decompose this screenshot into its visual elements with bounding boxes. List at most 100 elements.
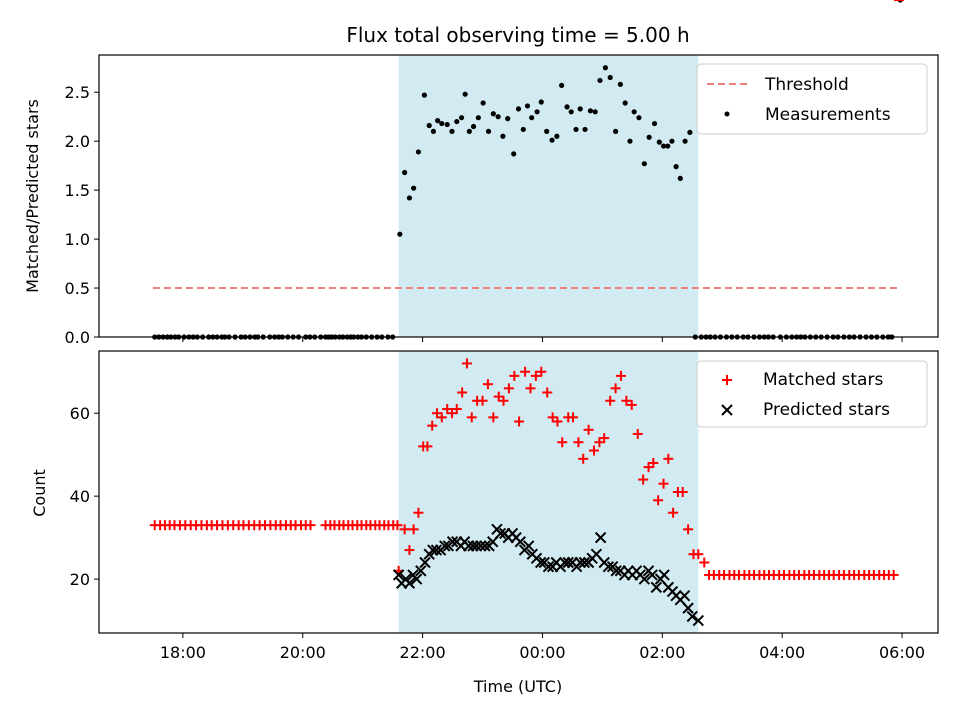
measurement-point <box>660 143 667 149</box>
matched-point <box>648 457 659 468</box>
measurement-point <box>475 115 481 121</box>
matched-point <box>503 383 514 394</box>
measurement-point <box>534 109 540 115</box>
ratio-panel-observing-window <box>398 55 699 337</box>
matched-point <box>399 524 410 535</box>
matched-point <box>677 487 688 497</box>
predicted-point <box>403 577 416 589</box>
matched-point <box>683 524 694 535</box>
y-tick-label: 40 <box>70 487 90 506</box>
chart-title: Flux total observing time = 5.00 h <box>346 23 689 47</box>
predicted-point <box>415 565 427 577</box>
predicted-point <box>494 527 507 540</box>
measurement-point <box>582 126 588 133</box>
measurement-point <box>559 82 565 88</box>
measurement-point <box>421 92 428 98</box>
predicted-point <box>475 540 487 552</box>
measurement-point <box>587 108 594 114</box>
matched-point <box>498 395 509 406</box>
y-tick-label: 0.0 <box>65 328 90 347</box>
predicted-point <box>578 556 591 569</box>
measurement-point <box>573 126 579 133</box>
matched-point <box>536 366 547 377</box>
measurement-point <box>687 129 693 135</box>
y-tick-label: 1.5 <box>65 181 90 200</box>
predicted-point <box>410 573 423 585</box>
y-tick-label: 2.0 <box>65 132 90 151</box>
predicted-point <box>419 556 431 569</box>
matched-point <box>557 437 568 448</box>
matched-point <box>578 453 589 464</box>
matched-point <box>477 395 488 406</box>
matched-point <box>663 453 674 464</box>
matched-point <box>451 404 462 415</box>
measurement-point <box>462 91 468 97</box>
measurement-point <box>656 139 662 145</box>
count-panel-legend-box <box>696 360 928 428</box>
matched-point <box>888 569 899 580</box>
x-axis-label: Time (UTC) <box>473 677 562 696</box>
predicted-point <box>638 573 651 585</box>
matched-point <box>413 507 424 518</box>
measurement-point <box>641 161 647 167</box>
x-tick-label: 06:00 <box>879 643 925 662</box>
measurement-point <box>397 231 403 237</box>
x-tick-label: 00:00 <box>519 643 565 662</box>
measurement-point <box>466 128 472 134</box>
predicted-point <box>534 556 547 569</box>
predicted-point <box>562 556 574 569</box>
predicted-point <box>470 540 483 552</box>
measurement-point <box>426 122 432 129</box>
predicted-point <box>650 581 663 594</box>
matched-point <box>589 445 600 456</box>
predicted-point <box>479 540 491 552</box>
measurement-point <box>564 104 570 110</box>
legend-matched-label: Matched stars <box>763 370 883 390</box>
measurement-point <box>607 74 613 81</box>
measurement-point <box>682 138 688 144</box>
matched-point <box>573 437 584 448</box>
measurement-point <box>636 115 642 121</box>
predicted-point <box>446 536 459 548</box>
measurement-point <box>511 151 517 157</box>
measurement-point <box>549 137 555 143</box>
matched-point <box>653 495 664 506</box>
matched-point <box>525 383 536 394</box>
matched-point <box>404 545 415 556</box>
measurement-point <box>449 128 455 134</box>
matched-point <box>422 441 433 452</box>
measurement-point <box>444 121 450 128</box>
measurement-point <box>669 138 675 144</box>
measurement-point <box>631 109 637 115</box>
measurement-point <box>411 185 417 191</box>
predicted-point <box>594 531 607 544</box>
matched-point <box>583 424 594 435</box>
matched-point <box>427 420 438 431</box>
x-tick-label: 20:00 <box>280 643 326 662</box>
legend-matched-swatch <box>722 375 732 385</box>
ratio-panel-legend: Threshold Measurements <box>696 63 928 135</box>
matched-point <box>658 478 669 489</box>
measurement-point <box>622 100 628 106</box>
measurement-point <box>612 128 619 134</box>
measurement-point <box>520 126 526 133</box>
measurement-point <box>480 100 486 106</box>
matched-point <box>552 416 563 427</box>
measurement-point <box>505 116 511 122</box>
matched-point <box>436 412 447 423</box>
predicted-point <box>646 569 658 581</box>
measurement-point <box>524 103 531 109</box>
matched-point <box>632 428 643 439</box>
measurement-point <box>677 175 683 181</box>
legend-measurements-label: Measurements <box>765 105 891 125</box>
matched-point <box>621 395 632 406</box>
predicted-point <box>602 560 615 573</box>
measurement-point <box>544 128 550 134</box>
x-tick-label: 02:00 <box>639 643 685 662</box>
measurement-point <box>577 106 583 112</box>
measurement-point <box>415 149 422 155</box>
predicted-point <box>439 540 451 552</box>
measurement-point <box>402 169 408 176</box>
legend-measurements-swatch <box>724 111 730 117</box>
